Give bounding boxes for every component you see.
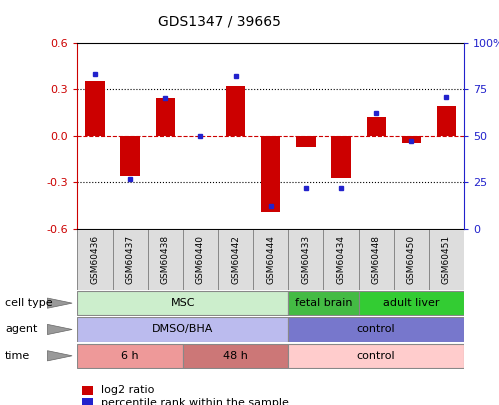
- Text: GSM60440: GSM60440: [196, 235, 205, 284]
- Bar: [218, 229, 253, 290]
- Text: control: control: [357, 351, 396, 361]
- Text: GSM60444: GSM60444: [266, 235, 275, 284]
- Text: 6 h: 6 h: [121, 351, 139, 361]
- Text: GSM60451: GSM60451: [442, 234, 451, 284]
- Bar: [296, 136, 315, 147]
- Bar: [120, 136, 140, 176]
- Text: GSM60448: GSM60448: [372, 235, 381, 284]
- Bar: [331, 136, 351, 177]
- Bar: [402, 136, 421, 143]
- Text: GSM60442: GSM60442: [231, 235, 240, 284]
- Text: 48 h: 48 h: [223, 351, 248, 361]
- Text: GSM60450: GSM60450: [407, 234, 416, 284]
- Bar: [437, 106, 456, 136]
- Bar: [288, 343, 464, 368]
- Bar: [112, 229, 148, 290]
- Bar: [77, 229, 112, 290]
- Bar: [288, 229, 323, 290]
- Bar: [261, 136, 280, 212]
- Text: GSM60436: GSM60436: [90, 234, 99, 284]
- Bar: [77, 291, 288, 315]
- Text: percentile rank within the sample: percentile rank within the sample: [101, 398, 289, 405]
- Bar: [183, 229, 218, 290]
- Text: GSM60433: GSM60433: [301, 234, 310, 284]
- Bar: [323, 229, 359, 290]
- Text: log2 ratio: log2 ratio: [101, 386, 154, 395]
- Bar: [77, 317, 288, 342]
- Text: GSM60434: GSM60434: [336, 235, 345, 284]
- Bar: [288, 291, 359, 315]
- Bar: [148, 229, 183, 290]
- Bar: [394, 229, 429, 290]
- Bar: [366, 117, 386, 136]
- Text: fetal brain: fetal brain: [295, 298, 352, 308]
- Text: GDS1347 / 39665: GDS1347 / 39665: [158, 14, 281, 28]
- Bar: [359, 291, 464, 315]
- Bar: [429, 229, 464, 290]
- Text: time: time: [5, 351, 30, 361]
- Text: control: control: [357, 324, 396, 335]
- Text: cell type: cell type: [5, 298, 52, 308]
- Bar: [288, 317, 464, 342]
- Polygon shape: [47, 351, 72, 361]
- Text: agent: agent: [5, 324, 37, 335]
- Bar: [359, 229, 394, 290]
- Polygon shape: [47, 298, 72, 308]
- Text: GSM60438: GSM60438: [161, 234, 170, 284]
- Text: GSM60437: GSM60437: [126, 234, 135, 284]
- Bar: [85, 81, 105, 136]
- Text: adult liver: adult liver: [383, 298, 440, 308]
- Bar: [253, 229, 288, 290]
- Bar: [156, 98, 175, 136]
- Bar: [77, 343, 183, 368]
- Bar: [183, 343, 288, 368]
- Text: MSC: MSC: [171, 298, 195, 308]
- Text: DMSO/BHA: DMSO/BHA: [152, 324, 214, 335]
- Bar: [226, 86, 245, 136]
- Polygon shape: [47, 324, 72, 335]
